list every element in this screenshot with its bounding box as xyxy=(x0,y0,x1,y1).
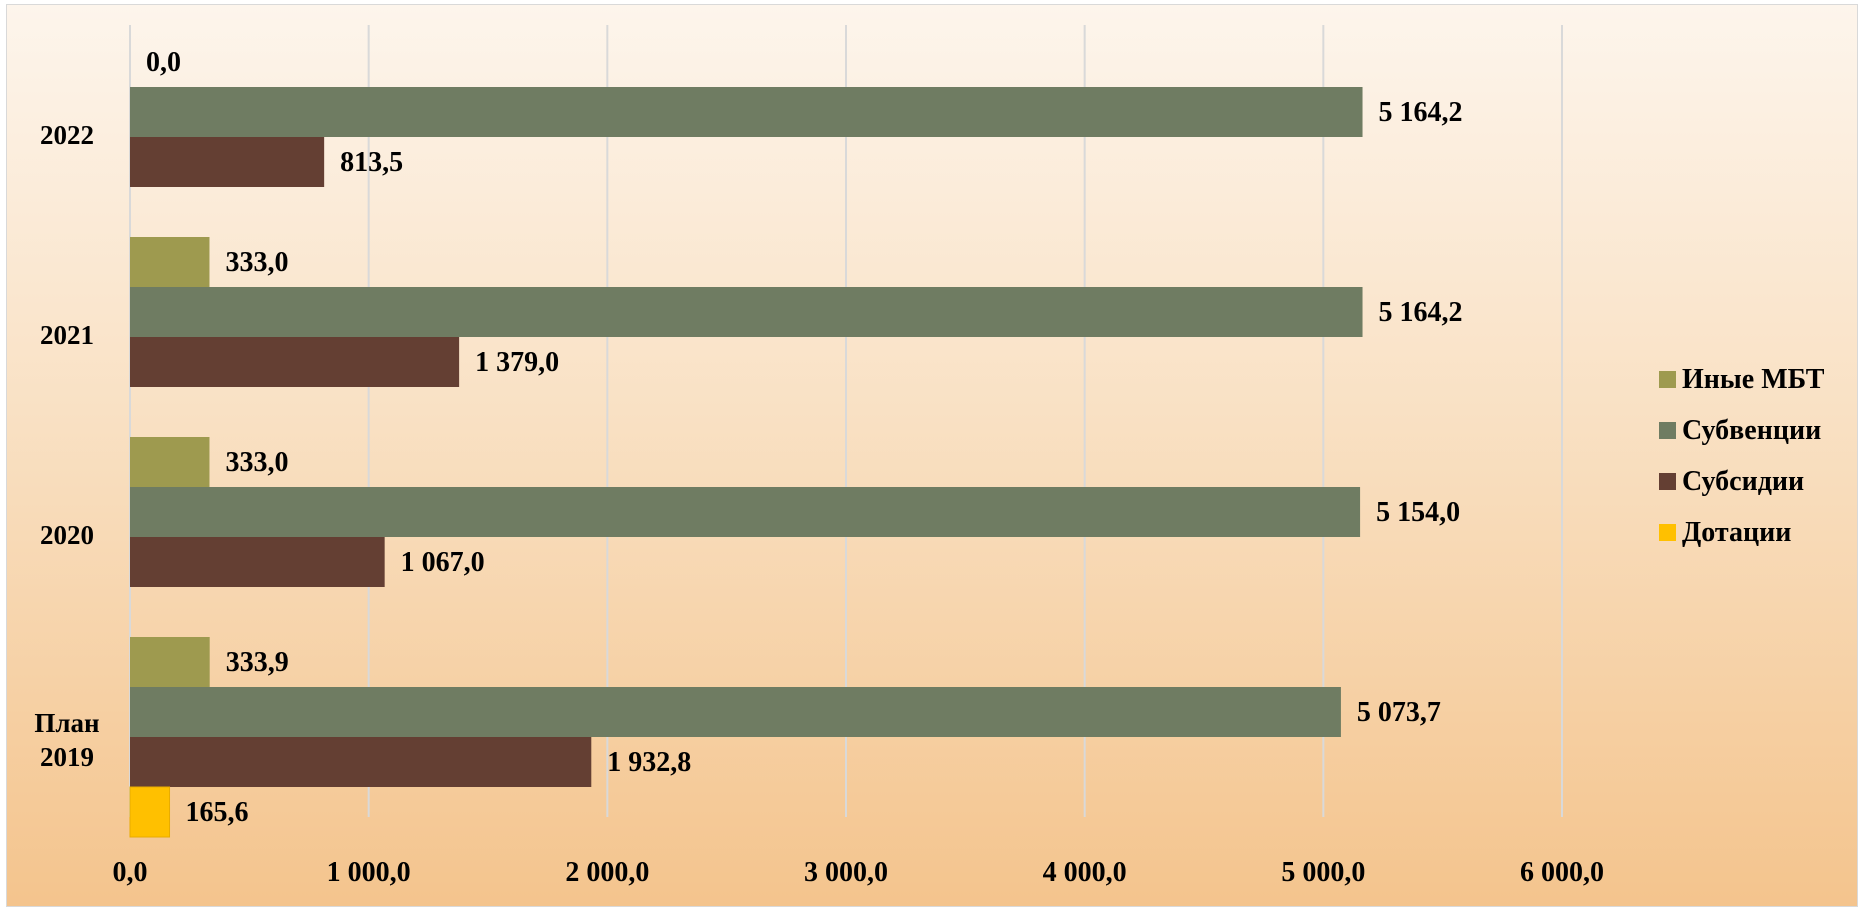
legend-label: Субвенции xyxy=(1682,415,1821,446)
x-tick-label-5: 5 000,0 xyxy=(1281,857,1365,888)
bar-1-3 xyxy=(130,687,1341,737)
data-label-0-1: 333,0 xyxy=(225,247,288,278)
category-label-2: 2020 xyxy=(40,520,94,550)
category-label-0: 2022 xyxy=(40,120,94,150)
data-label-2-0: 813,5 xyxy=(340,147,403,178)
bar-0-3 xyxy=(130,637,210,687)
x-axis-labels: 0,0 1 000,0 2 000,0 3 000,0 4 000,0 5 000,0 6 … xyxy=(113,857,1605,888)
data-label-2-3: 1 932,8 xyxy=(607,747,691,778)
bar-3-3 xyxy=(129,786,171,838)
chart-frame: 0,0 5 164,2 813,5 333,0 5 164,2 1 379,0 333,0 5… xyxy=(6,4,1858,907)
bar-0-1 xyxy=(130,237,210,287)
gridlines xyxy=(129,25,1563,817)
y-axis-labels: 2022 2021 2020 План 2019 xyxy=(34,120,99,772)
category-label-1: 2021 xyxy=(40,320,94,350)
x-tick-label-4: 4 000,0 xyxy=(1043,857,1127,888)
data-label-2-1: 1 379,0 xyxy=(475,347,559,378)
data-label-2-2: 1 067,0 xyxy=(401,547,485,578)
data-label-3-3: 165,6 xyxy=(186,797,249,828)
legend-label: Иные МБТ xyxy=(1682,364,1825,395)
bar-1-2 xyxy=(130,487,1361,537)
x-tick-label-1: 1 000,0 xyxy=(327,857,411,888)
legend-label: Дотации xyxy=(1682,517,1791,548)
x-tick-label-6: 6 000,0 xyxy=(1520,857,1604,888)
category-label-line: 2021 xyxy=(40,320,94,350)
x-tick-label-0: 0,0 xyxy=(113,857,148,888)
legend-swatch xyxy=(1659,524,1676,541)
data-label-0-0: 0,0 xyxy=(146,47,181,78)
legend-label: Субсидии xyxy=(1682,466,1804,497)
data-label-0-2: 333,0 xyxy=(225,447,288,478)
bar-2-3 xyxy=(130,737,592,787)
legend-swatch xyxy=(1659,371,1676,388)
data-label-1-1: 5 164,2 xyxy=(1379,297,1463,328)
bar-2-2 xyxy=(130,537,385,587)
bar-1-0 xyxy=(130,87,1363,137)
bar-chart: 0,0 5 164,2 813,5 333,0 5 164,2 1 379,0 333,0 5… xyxy=(34,25,1825,888)
legend: Иные МБТ Субвенции Субсидии Дотации xyxy=(1659,364,1825,548)
bar-2-1 xyxy=(130,337,460,387)
category-label-3: План 2019 xyxy=(34,708,99,772)
category-label-line: План xyxy=(34,708,99,738)
legend-item: Иные МБТ xyxy=(1659,364,1825,395)
bar-2-0 xyxy=(130,137,325,187)
legend-swatch xyxy=(1659,473,1676,490)
data-label-0-3: 333,9 xyxy=(226,647,289,678)
x-tick-label-3: 3 000,0 xyxy=(804,857,888,888)
legend-item: Субсидии xyxy=(1659,466,1804,497)
x-tick-label-2: 2 000,0 xyxy=(565,857,649,888)
bar-1-1 xyxy=(130,287,1363,337)
category-label-line: 2022 xyxy=(40,120,94,150)
bar-0-2 xyxy=(130,437,210,487)
bars: 0,0 5 164,2 813,5 333,0 5 164,2 1 379,0 333,0 5… xyxy=(129,47,1463,838)
legend-item: Дотации xyxy=(1659,517,1791,548)
data-label-1-2: 5 154,0 xyxy=(1376,497,1460,528)
legend-item: Субвенции xyxy=(1659,415,1821,446)
category-label-line: 2019 xyxy=(40,742,94,772)
category-label-line: 2020 xyxy=(40,520,94,550)
data-label-1-3: 5 073,7 xyxy=(1357,697,1441,728)
data-label-1-0: 5 164,2 xyxy=(1379,97,1463,128)
legend-swatch xyxy=(1659,422,1676,439)
